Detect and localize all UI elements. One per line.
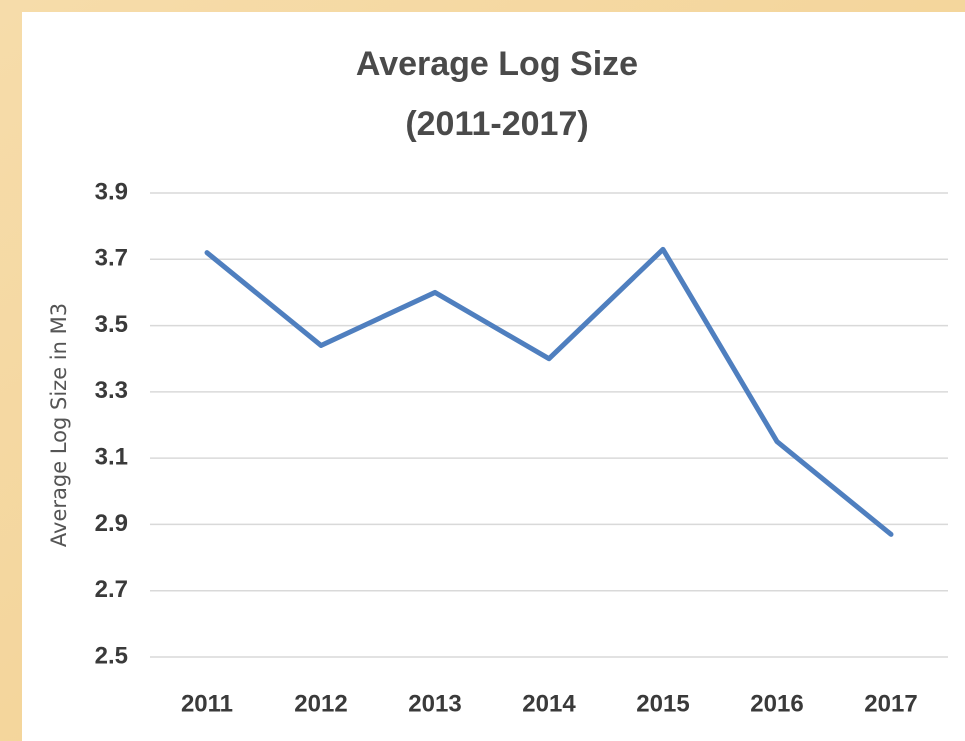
y-tick-label: 2.7: [95, 576, 128, 603]
x-tick-label: 2014: [522, 690, 576, 717]
y-tick-label: 3.7: [95, 245, 128, 272]
chart-panel: [22, 12, 965, 741]
x-tick-label: 2015: [636, 690, 689, 717]
y-axis-label: Average Log Size in M3: [47, 303, 71, 547]
x-tick-label: 2012: [294, 690, 347, 717]
y-tick-label: 3.1: [95, 443, 128, 470]
chart-subtitle: (2011-2017): [405, 105, 588, 143]
x-tick-label: 2016: [750, 690, 803, 717]
data-line: [204, 246, 894, 537]
y-tick-label: 3.9: [95, 178, 128, 205]
x-tick-label: 2017: [864, 690, 917, 717]
x-tick-label: 2013: [408, 690, 461, 717]
y-tick-label: 2.5: [95, 642, 128, 669]
y-tick-label: 3.3: [95, 377, 128, 404]
y-tick-label: 3.5: [95, 311, 128, 338]
chart-title: Average Log Size: [356, 45, 638, 83]
y-tick-label: 2.9: [95, 510, 128, 537]
x-tick-label: 2011: [181, 690, 233, 717]
